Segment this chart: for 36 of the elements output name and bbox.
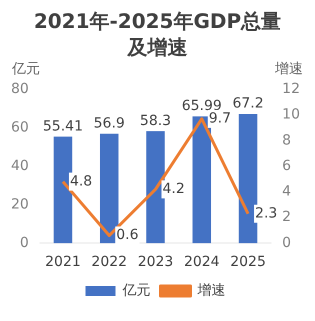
- bar: [192, 116, 212, 244]
- y-tick-label: 0: [20, 234, 29, 251]
- y2-tick-label: 12: [282, 81, 300, 98]
- y-axis-title: 亿元: [12, 60, 40, 78]
- y2-tick-label: 2: [282, 209, 292, 226]
- legend-label: 增速: [196, 282, 226, 299]
- x-tick-label: 2025: [230, 254, 266, 270]
- y2-tick-label: 4: [282, 184, 292, 200]
- y-tick-label: 20: [10, 196, 29, 212]
- x-tick-label: 2022: [91, 254, 128, 270]
- data-label: 55.41: [42, 118, 83, 134]
- y2-tick-label: 0: [282, 234, 292, 251]
- bar: [146, 131, 165, 244]
- y2-tick-label: 6: [282, 158, 292, 174]
- data-label: 2.3: [255, 205, 278, 222]
- x-tick-label: 2021: [45, 254, 81, 270]
- y2-tick-label: 8: [282, 132, 292, 148]
- bar: [54, 136, 72, 244]
- bar: [238, 114, 258, 244]
- x-tick-label: 2024: [184, 254, 220, 270]
- bar: [100, 134, 118, 244]
- y-tick-label: 60: [10, 119, 29, 136]
- data-label: 4.8: [70, 173, 92, 190]
- data-label: 9.7: [208, 110, 232, 127]
- y-tick-label: 40: [10, 158, 29, 174]
- data-label: 4.2: [162, 181, 185, 198]
- y2-axis-title: 增速: [275, 60, 303, 78]
- data-label: 0.6: [116, 227, 139, 244]
- data-label: 56.9: [94, 115, 125, 132]
- data-label: 58.3: [140, 112, 172, 129]
- chart-title: 2021年-2025年GDP总量及增速: [32, 8, 282, 60]
- y-tick-label: 80: [10, 81, 29, 98]
- y2-tick-label: 10: [282, 106, 300, 123]
- data-label: 67.2: [232, 96, 264, 112]
- x-tick-label: 2023: [138, 254, 174, 270]
- legend-label: 亿元: [122, 282, 150, 299]
